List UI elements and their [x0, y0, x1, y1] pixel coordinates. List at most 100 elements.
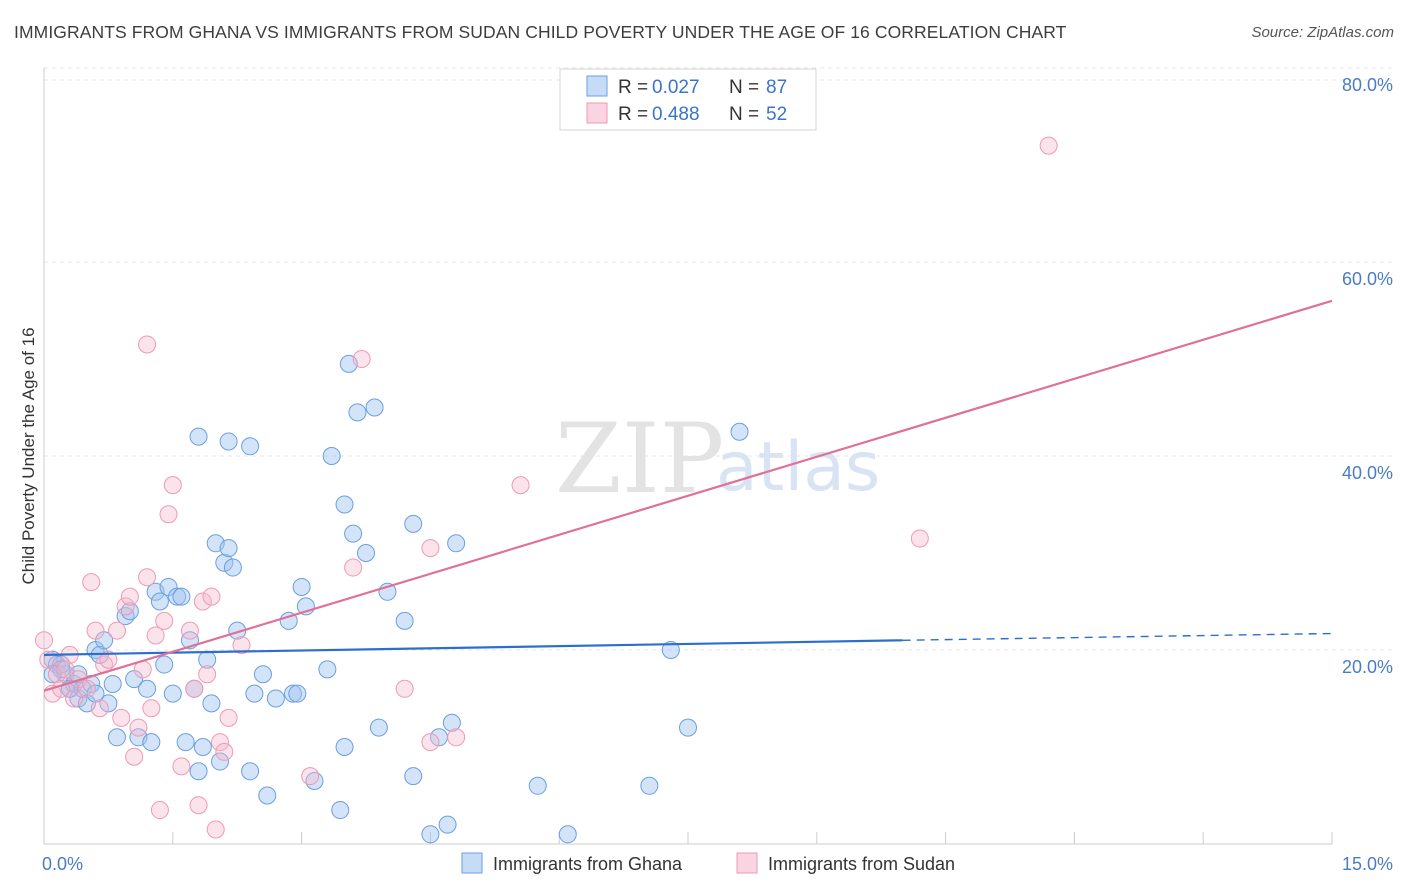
- ghana-point-72: [447, 534, 466, 553]
- ghana-point-83: [189, 427, 208, 446]
- sudan-point-36: [211, 733, 230, 752]
- ghana-point-23: [150, 592, 169, 611]
- ghana-point-68: [421, 825, 440, 844]
- ghana-point-54: [322, 447, 341, 465]
- ghana-point-14: [103, 674, 122, 693]
- sudan-point-40: [301, 767, 320, 786]
- sudan-point-28: [172, 757, 191, 776]
- ghana-point-62: [365, 398, 384, 417]
- sudan-point-27: [163, 476, 182, 495]
- ghana-point-63: [369, 718, 388, 737]
- series-legend-label-sudan: Immigrants from Sudan: [768, 854, 955, 874]
- y-axis-label: Child Poverty Under the Age of 16: [19, 327, 38, 584]
- sudan-point-25: [155, 611, 174, 630]
- sudan-point-32: [193, 592, 212, 611]
- ghana-point-20: [138, 679, 157, 698]
- x-tick-label-1: 15.0%: [1342, 854, 1393, 874]
- watermark-atlas: atlas: [716, 428, 880, 507]
- sudan-point-19: [129, 718, 148, 737]
- sudan-point-9: [82, 573, 101, 592]
- ghana-point-15: [107, 728, 126, 747]
- ghana-point-32: [189, 762, 208, 781]
- ghana-point-43: [245, 684, 264, 703]
- sudan-point-21: [138, 568, 157, 587]
- ghana-point-13: [99, 694, 118, 713]
- legend: R = 0.027 N = 87 R = 0.488 N = 52: [559, 68, 817, 131]
- ghana-point-46: [266, 689, 285, 708]
- ghana-point-84: [219, 432, 238, 451]
- sudan-point-41: [344, 558, 363, 577]
- ghana-point-24: [155, 655, 174, 674]
- trend-lines: [43, 299, 1333, 692]
- x-tick-labels: 0.0% 15.0%: [42, 854, 1393, 874]
- ghana-point-77: [679, 718, 697, 737]
- sudan-point-24: [150, 801, 169, 820]
- ghana-point-48: [284, 684, 303, 703]
- trend-line-ghana: [43, 639, 903, 656]
- trend-line-sudan: [43, 299, 1333, 692]
- sudan-point-11: [90, 699, 109, 718]
- x-minor-ticks: [172, 832, 1333, 844]
- ghana-point-55: [331, 801, 350, 820]
- ghana-point-49: [288, 684, 307, 703]
- watermark: ZIP atlas: [555, 403, 880, 515]
- ghana-point-60: [348, 403, 367, 422]
- ghana-point-27: [168, 587, 187, 606]
- x-tick-label-0: 0.0%: [42, 854, 83, 874]
- sudan-point-6: [65, 689, 84, 708]
- ghana-point-73: [528, 776, 547, 795]
- ghana-point-35: [202, 694, 221, 713]
- ghana-point-33: [193, 738, 212, 756]
- ghana-point-70: [438, 815, 457, 834]
- ghana-point-78: [730, 422, 749, 441]
- y-tick-label-2: 60.0%: [1342, 269, 1393, 289]
- y-tick-labels: 20.0% 40.0% 60.0% 80.0%: [1342, 75, 1393, 677]
- y-tick-label-0: 20.0%: [1342, 657, 1393, 677]
- ghana-point-50: [292, 577, 311, 596]
- sudan-point-14: [107, 621, 126, 640]
- sudan-point-23: [146, 626, 165, 645]
- ghana-point-71: [442, 713, 461, 732]
- sudan-point-49: [1039, 136, 1058, 155]
- ghana-point-53: [318, 660, 337, 679]
- ghana-point-75: [640, 776, 659, 795]
- y-tick-label-1: 40.0%: [1342, 463, 1393, 483]
- legend-r-label-sudan: R =: [618, 104, 648, 125]
- sudan-point-43: [395, 679, 414, 698]
- legend-r-label-ghana: R =: [618, 77, 648, 98]
- sudan-point-34: [202, 587, 221, 606]
- ghana-point-86: [86, 684, 105, 703]
- ghana-point-47: [279, 611, 298, 630]
- sudan-point-35: [206, 820, 225, 839]
- ghana-point-66: [404, 514, 423, 533]
- watermark-zip: ZIP: [555, 403, 724, 515]
- sudan-point-33: [198, 665, 217, 684]
- sudan-point-15: [112, 708, 131, 727]
- legend-n-label-sudan: N =: [729, 104, 759, 125]
- ghana-point-37: [211, 752, 230, 771]
- series-legend-swatch-sudan: [736, 852, 758, 874]
- sudan-point-22: [142, 699, 161, 718]
- legend-r-value-ghana: 0.027: [652, 77, 700, 98]
- ghana-point-39: [219, 539, 238, 558]
- legend-n-value-sudan: 52: [766, 104, 787, 125]
- ghana-point-28: [172, 587, 191, 606]
- sudan-point-30: [185, 679, 204, 698]
- ghana-point-42: [241, 762, 260, 781]
- sudan-point-18: [125, 747, 144, 766]
- chart-source: Source: ZipAtlas.com: [1251, 24, 1394, 41]
- legend-swatch-ghana: [586, 75, 608, 97]
- series-sudan-points: [35, 136, 1058, 839]
- sudan-point-48: [910, 529, 929, 548]
- series-legend: Immigrants from Ghana Immigrants from Su…: [461, 852, 955, 874]
- sudan-point-16: [116, 597, 135, 616]
- ghana-point-65: [395, 611, 414, 630]
- sudan-point-50: [138, 335, 157, 354]
- sudan-point-37: [215, 742, 234, 761]
- gridlines: [44, 67, 1392, 651]
- ghana-point-21: [142, 733, 161, 752]
- y-tick-label-3: 80.0%: [1342, 75, 1393, 95]
- sudan-point-45: [421, 733, 440, 752]
- sudan-point-3: [47, 665, 66, 684]
